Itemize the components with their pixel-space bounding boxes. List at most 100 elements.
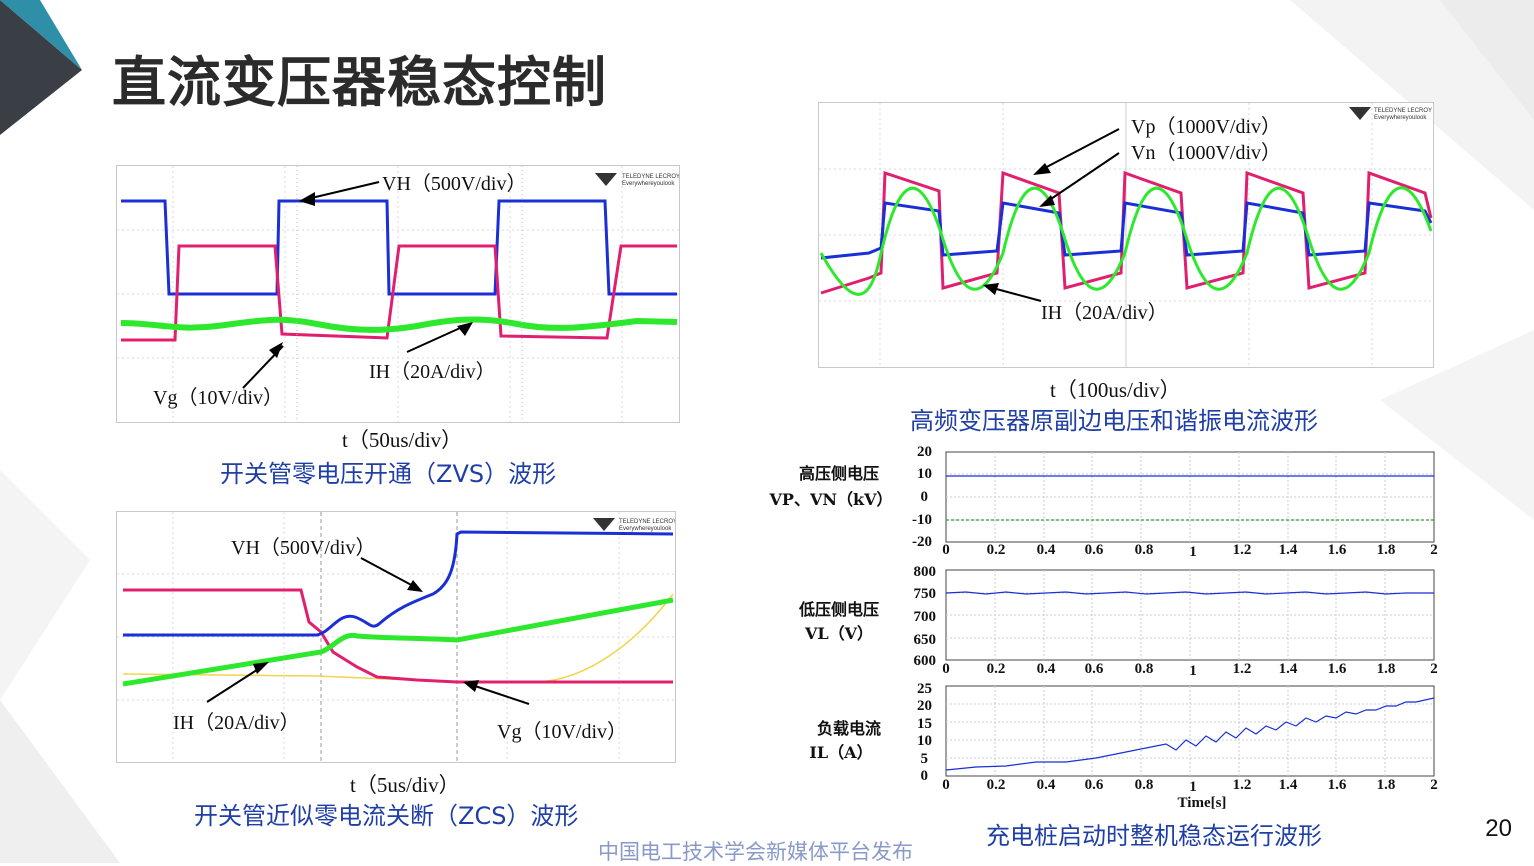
svg-text:TELEDYNE LECROY: TELEDYNE LECROY [619,519,675,525]
zcs-arrow-ih [206,665,264,703]
svg-text:0: 0 [921,768,929,784]
zcs-trace-green [122,597,674,687]
svg-text:1.8: 1.8 [1377,777,1396,793]
zcs-vg-label: Vg（10V/div） [497,720,627,743]
sim-xticks-3: 0 0.2 0.4 0.6 0.8 1 1.2 1.4 1.6 1.8 2 [942,777,1438,795]
hf-scope-plot: TELEDYNE LECROY Everywhereyoulook Vp（100… [819,103,1433,367]
footer-publisher: 中国电工技术学会新媒体平台发布 [598,840,913,864]
sim-label-1a: 高压侧电压 [798,464,879,483]
svg-text:1: 1 [1189,544,1197,560]
sim-panel: 高压侧电压 VP、VN（kV） 低压侧电压 VL（V） 负载电流 IL（A） 2… [756,440,1456,820]
svg-text:0.2: 0.2 [987,542,1006,558]
sim-label-1b: VP、VN（kV） [769,490,893,509]
svg-text:0: 0 [921,489,929,505]
zvs-arrow-ih [406,323,470,353]
svg-text:20: 20 [917,444,932,460]
zcs-caption: 开关管近似零电流关断（ZCS）波形 [194,802,579,830]
svg-text:1.4: 1.4 [1279,661,1298,677]
svg-text:0.4: 0.4 [1037,661,1056,677]
svg-text:750: 750 [914,586,937,602]
svg-text:1.8: 1.8 [1377,661,1396,677]
zvs-scope-panel: TELEDYNE LECROY Everywhereyoulook VH（500… [116,165,680,423]
svg-text:0: 0 [942,777,950,793]
svg-text:0.8: 0.8 [1135,542,1154,558]
hf-vn-label: Vn（1000V/div） [1131,141,1281,164]
svg-text:1.6: 1.6 [1328,542,1347,558]
svg-text:10: 10 [917,733,932,749]
zvs-scope-plot: TELEDYNE LECROY Everywhereyoulook VH（500… [117,166,680,422]
hf-trace-ih [819,186,1433,296]
svg-text:2: 2 [1430,777,1438,793]
zcs-vh-label: VH（500V/div） [231,536,375,559]
svg-text:800: 800 [914,564,937,580]
svg-text:0: 0 [942,542,950,558]
svg-text:0.4: 0.4 [1037,542,1056,558]
hf-trace-vn [820,201,1433,260]
zcs-trace-vh [123,530,674,637]
bg-facet [0,700,120,863]
svg-text:1.4: 1.4 [1279,542,1298,558]
svg-text:600: 600 [914,653,937,669]
sim-trace-vl [945,591,1434,595]
sim-xticks-1: 0 0.2 0.4 0.6 0.8 1 1.2 1.4 1.6 1.8 2 [942,542,1438,560]
zcs-scope-panel: TELEDYNE LECROY Everywhereyoulook VH（500… [116,511,677,763]
sim-xticks-2: 0 0.2 0.4 0.6 0.8 1 1.2 1.4 1.6 1.8 2 [942,661,1438,679]
bg-facet [1440,0,1534,120]
svg-text:1: 1 [1189,779,1197,795]
zvs-trace-vh [121,199,677,296]
svg-text:15: 15 [917,716,932,732]
bg-facet [1380,330,1534,520]
hf-ih-label: IH（20A/div） [1041,301,1168,324]
zcs-scope-plot: TELEDYNE LECROY Everywhereyoulook VH（500… [117,512,677,762]
hf-caption: 高频变压器原副边电压和谐振电流波形 [910,407,1318,435]
svg-text:1: 1 [1189,663,1197,679]
svg-text:700: 700 [914,609,937,625]
hf-time-label: t（100us/div） [1050,378,1181,402]
svg-text:1.2: 1.2 [1233,542,1252,558]
svg-text:10: 10 [917,466,932,482]
svg-text:Everywhereyoulook: Everywhereyoulook [622,181,675,187]
svg-text:-10: -10 [912,512,932,528]
hf-vp-label: Vp（1000V/div） [1131,115,1281,138]
scope-logo: TELEDYNE LECROY Everywhereyoulook [593,518,677,532]
title-marker-teal [0,0,82,70]
sim-label-2a: 低压侧电压 [798,600,879,619]
svg-text:-20: -20 [912,534,932,550]
zcs-ih-label: IH（20A/div） [173,711,300,734]
svg-text:0.2: 0.2 [987,777,1006,793]
zvs-trace-vg [120,316,678,333]
zvs-vh-label: VH（500V/div） [382,172,526,195]
scope-logo: TELEDYNE LECROY Everywhereyoulook [595,173,680,187]
sim-trace-il [945,697,1435,771]
sim-plots: 20 10 0 -10 -20 0 0.2 0.4 0.6 0.8 1 1.2 … [912,444,1438,811]
hf-arrow-ih [988,286,1042,302]
svg-text:1.2: 1.2 [1233,661,1252,677]
svg-text:650: 650 [914,632,937,648]
zvs-ih-label: IH（20A/div） [369,360,496,383]
svg-text:25: 25 [917,681,932,697]
svg-text:0.8: 0.8 [1135,661,1154,677]
svg-text:1.6: 1.6 [1328,777,1347,793]
sim-label-3a: 负载电流 [816,719,881,738]
slide-title: 直流变压器稳态控制 [112,51,607,114]
svg-text:Everywhereyoulook: Everywhereyoulook [1374,115,1427,121]
sim-x-axis-title: Time[s] [1178,795,1227,811]
svg-text:1.8: 1.8 [1377,542,1396,558]
scope-logo: TELEDYNE LECROY Everywhereyoulook [1349,107,1432,121]
svg-text:0.8: 0.8 [1135,777,1154,793]
bg-facet [0,470,90,700]
svg-text:5: 5 [921,751,929,767]
svg-text:TELEDYNE LECROY: TELEDYNE LECROY [622,174,679,180]
svg-text:0.6: 0.6 [1085,777,1104,793]
zcs-time-label: t（5us/div） [350,773,460,797]
svg-text:1.6: 1.6 [1328,661,1347,677]
title-marker-dark [0,0,82,135]
svg-text:0.6: 0.6 [1085,661,1104,677]
svg-text:2: 2 [1430,661,1438,677]
zcs-arrow-vg [468,683,530,705]
svg-text:0.4: 0.4 [1037,777,1056,793]
sim-caption: 充电桩启动时整机稳态运行波形 [986,822,1322,850]
hf-arrow-vp [1038,128,1120,172]
svg-text:1.4: 1.4 [1279,777,1298,793]
svg-text:TELEDYNE LECROY: TELEDYNE LECROY [1374,108,1432,114]
